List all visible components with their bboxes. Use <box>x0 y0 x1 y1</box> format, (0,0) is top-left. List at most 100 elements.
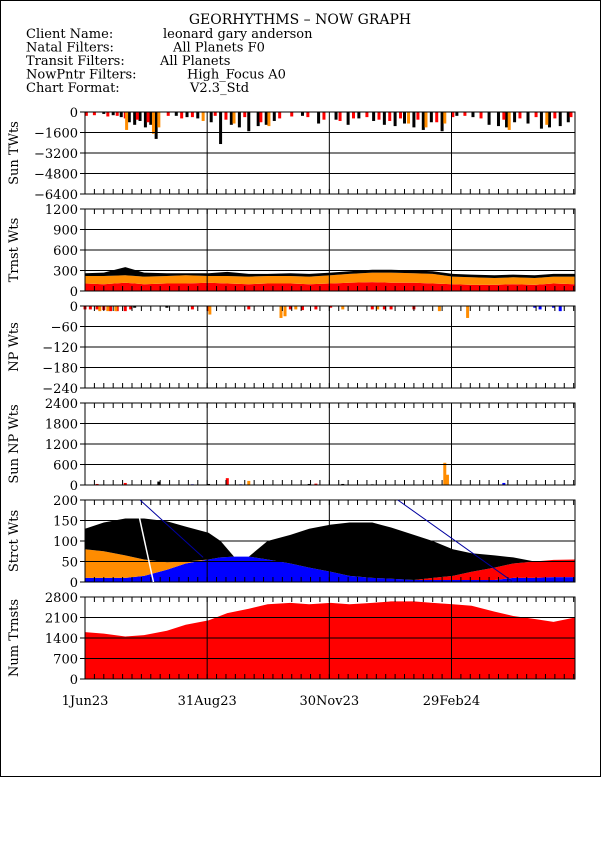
y-tick-label: 2400 <box>45 397 78 412</box>
y-tick-label: 0 <box>70 285 78 300</box>
bar-black <box>334 112 338 120</box>
bar-red <box>553 112 557 119</box>
header-label: Transit Filters: <box>26 54 125 69</box>
bar-black <box>393 112 397 127</box>
panel-border <box>84 208 576 292</box>
bar-red <box>166 112 170 116</box>
bar-red <box>479 112 483 119</box>
bar-black <box>496 112 500 127</box>
y-axis-label: Sun TWts <box>7 121 22 185</box>
bar-blue <box>533 306 537 308</box>
bar-orange <box>294 306 298 310</box>
bar-orange <box>507 112 511 130</box>
bar-black <box>143 112 147 128</box>
y-tick-label: 300 <box>53 265 78 280</box>
bar-red <box>416 112 420 120</box>
y-tick-label: 0 <box>70 106 78 121</box>
bar-black <box>558 112 562 127</box>
bar-red <box>95 306 99 310</box>
bar-black <box>157 481 161 485</box>
y-tick-label: 150 <box>53 515 78 530</box>
bar-red <box>190 306 194 310</box>
bar-black <box>300 112 304 116</box>
x-tick-label: 29Feb24 <box>423 694 480 709</box>
bar-black <box>264 112 268 125</box>
bar-orange <box>114 306 118 312</box>
bar-blue <box>558 306 562 312</box>
bar-red <box>84 112 88 116</box>
bar-black <box>127 112 131 123</box>
panel-border <box>84 111 576 195</box>
bar-orange <box>445 474 449 485</box>
bar-red <box>322 112 326 120</box>
bar-orange <box>232 112 236 124</box>
bar-red <box>314 483 318 485</box>
y-tick-label: 1200 <box>45 203 78 218</box>
bar-black <box>237 112 241 128</box>
bar-orange <box>443 462 447 485</box>
y-tick-label: 700 <box>53 653 78 668</box>
bar-black <box>487 112 491 125</box>
header-value: V2.3_Std <box>189 81 249 96</box>
bar-black <box>196 112 200 119</box>
bar-black <box>440 112 444 132</box>
bar-red <box>224 112 228 120</box>
y-tick-label: −60 <box>51 321 78 336</box>
bar-black <box>256 112 260 127</box>
bar-orange <box>466 306 470 318</box>
bar-red <box>92 112 96 116</box>
y-tick-label: −3200 <box>34 147 78 162</box>
bar-black <box>209 112 213 123</box>
y-tick-label: −120 <box>42 341 78 356</box>
bar-blue <box>538 306 542 310</box>
bar-red <box>109 306 113 312</box>
bar-red <box>259 112 263 123</box>
x-tick-label: 31Aug23 <box>178 694 237 709</box>
y-axis-label: Strct Wts <box>7 510 22 572</box>
bar-black <box>539 112 543 129</box>
y-axis-label: Num Trnsts <box>7 599 22 677</box>
x-tick-label: 1Jun23 <box>62 694 109 709</box>
bar-red <box>88 306 92 310</box>
y-tick-label: 2800 <box>45 591 78 606</box>
bar-orange <box>98 306 102 312</box>
y-tick-label: 600 <box>53 244 78 259</box>
bar-black <box>154 112 158 139</box>
white-trend-line <box>136 508 155 583</box>
y-tick-label: 0 <box>70 576 78 591</box>
x-tick-label: 30Nov23 <box>300 694 360 709</box>
bar-red <box>569 112 573 118</box>
bar-red <box>288 306 292 310</box>
bar-orange <box>267 112 271 127</box>
bar-red <box>338 112 342 121</box>
bar-black <box>471 112 475 118</box>
y-tick-label: 900 <box>53 224 78 239</box>
x-axis: 1Jun23 31Aug23 30Nov23 29Feb24 <box>62 694 481 709</box>
header-value: High_Focus A0 <box>187 68 286 83</box>
bar-black <box>455 112 459 116</box>
bar-black <box>149 112 153 125</box>
y-tick-label: 0 <box>70 300 78 315</box>
bar-red <box>502 112 506 120</box>
bar-black <box>421 112 425 130</box>
bar-orange <box>125 112 129 130</box>
bar-orange <box>376 306 380 310</box>
bar-red <box>115 112 119 116</box>
bar-red <box>247 306 251 310</box>
y-tick-label: −1600 <box>34 127 78 142</box>
bar-black <box>119 112 123 118</box>
panel-border <box>84 596 576 680</box>
bar-blue <box>552 306 556 308</box>
bar-black <box>372 112 376 121</box>
bar-orange <box>151 112 155 134</box>
bar-black <box>346 112 350 125</box>
bar-black <box>207 483 211 485</box>
chart-panels: 0 −1600 −3200 −4800 −6400 Sun TWts 0 300 600 900 1… <box>7 106 576 688</box>
bar-black <box>247 112 251 132</box>
panel-trnst-wts: 0 300 600 900 1200 Trnst Wts <box>7 203 576 300</box>
bar-red <box>225 478 229 485</box>
bar-black <box>317 112 321 124</box>
bar-orange <box>424 112 428 128</box>
bar-orange <box>157 112 161 128</box>
